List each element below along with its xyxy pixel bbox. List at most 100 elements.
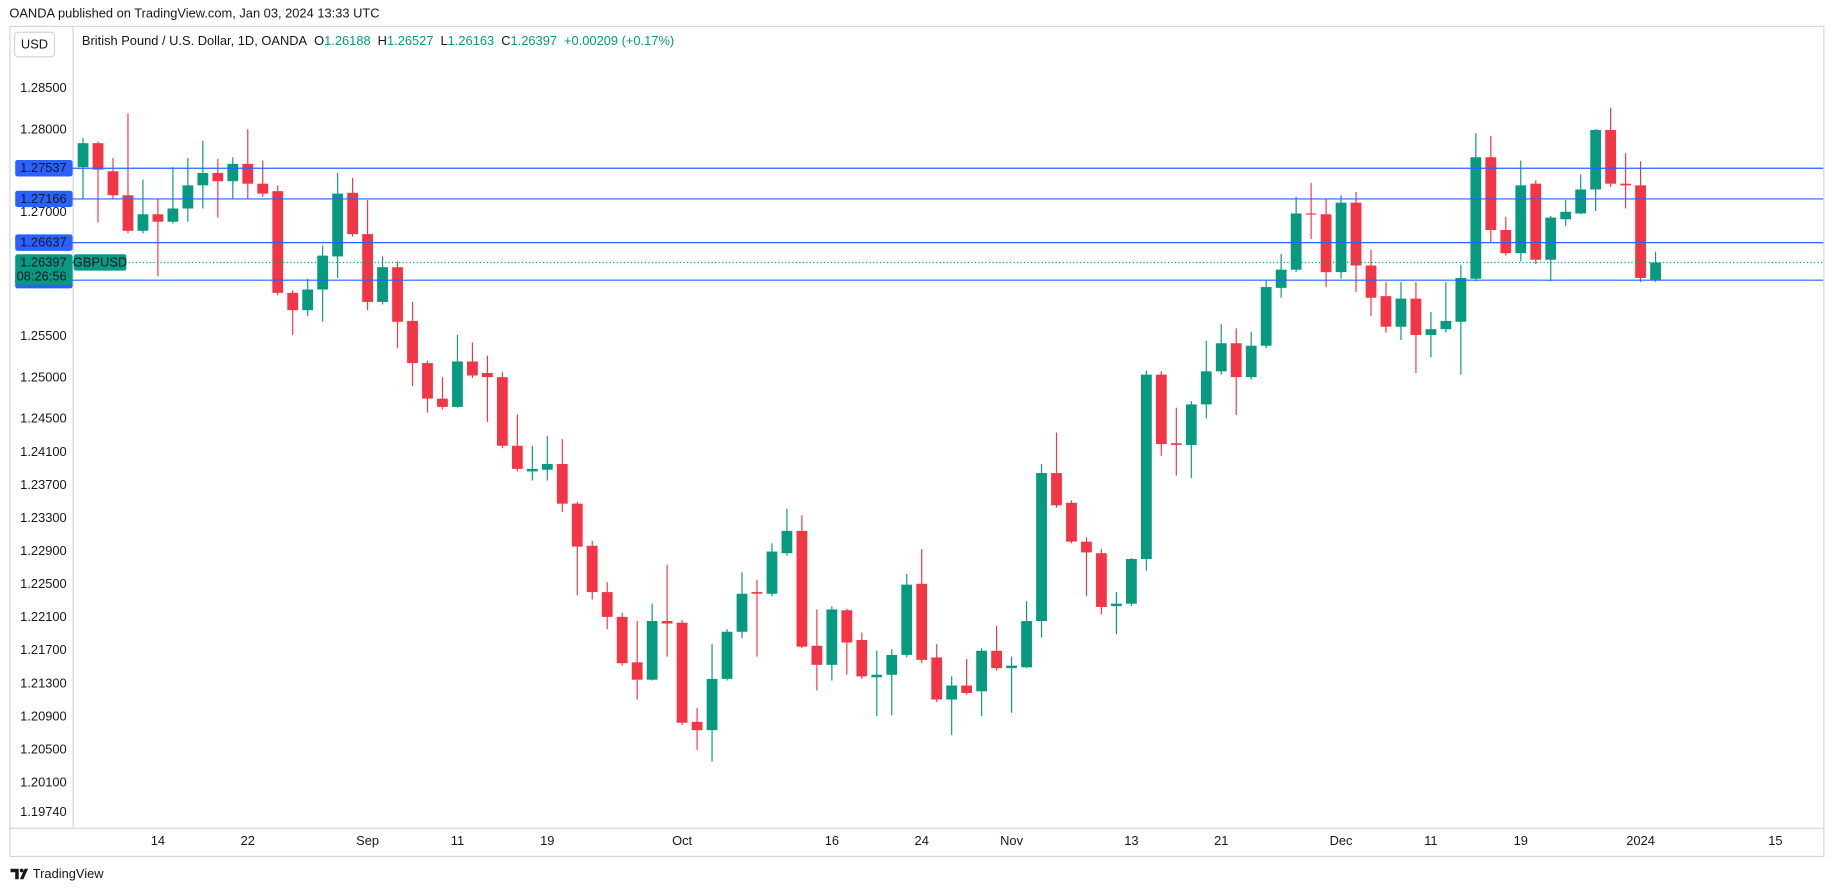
candle-body <box>482 373 493 378</box>
candle-body <box>332 193 344 257</box>
legend-key: L <box>441 34 448 49</box>
y-tick-label: 1.22900 <box>20 543 67 558</box>
y-tick-label: 1.20900 <box>20 708 67 723</box>
candle-body <box>1036 473 1047 622</box>
countdown-label: 08:26:56 <box>17 269 67 284</box>
candle-body <box>811 645 823 665</box>
plot-area: 1.28500 1.28000 1.27000 1.25500 1.25000 1.245… <box>15 80 1824 848</box>
candle-body <box>631 662 643 680</box>
candle-body <box>1530 183 1542 260</box>
candle-body <box>856 640 868 677</box>
candle-body <box>976 650 988 692</box>
level-label: 1.27166 <box>20 191 67 206</box>
x-tick-label: 16 <box>825 833 839 848</box>
candle-body <box>317 255 329 290</box>
candle-body <box>1125 559 1137 604</box>
candle-body <box>437 398 448 407</box>
published-note: OANDA published on TradingView.com, Jan … <box>9 5 379 20</box>
candle-body <box>1200 371 1212 405</box>
candle-body <box>182 185 194 209</box>
candle-body <box>1605 129 1617 184</box>
candle-body <box>556 463 568 504</box>
candle-body <box>646 621 658 680</box>
candle-body <box>586 545 598 593</box>
x-tick-label: 21 <box>1214 833 1228 848</box>
candle-body <box>1470 157 1482 279</box>
candle-body <box>1245 345 1257 378</box>
candle-body <box>1140 374 1152 560</box>
candle-body <box>92 143 104 170</box>
x-tick-label: 14 <box>151 833 165 848</box>
candle-body <box>77 143 89 168</box>
y-tick-label: 1.21300 <box>20 675 67 690</box>
candle-body <box>1096 553 1107 607</box>
candle-body <box>1485 157 1497 230</box>
candle-body <box>1590 129 1602 190</box>
candle-body <box>1560 211 1572 220</box>
x-tick-label: 24 <box>915 833 929 848</box>
level-label: 1.26637 <box>20 235 67 250</box>
candle-body <box>257 183 269 194</box>
legend-title: British Pound / U.S. Dollar, 1D, OANDA <box>82 34 308 49</box>
x-tick-label: 2024 <box>1626 833 1655 848</box>
candle-body <box>1650 262 1661 280</box>
candle-body <box>1365 265 1377 298</box>
legend-value: 1.26163 <box>448 34 495 49</box>
candle-body <box>1155 374 1167 445</box>
candle-body <box>1081 541 1092 553</box>
candle-body <box>107 171 119 196</box>
x-tick-label: Nov <box>1000 833 1023 848</box>
candle-body <box>841 610 853 643</box>
candle-body <box>571 503 583 547</box>
candle-body <box>751 592 763 594</box>
candle-body <box>242 163 254 184</box>
candle-body <box>661 621 673 624</box>
candle-body <box>1380 296 1392 327</box>
candle-body <box>1335 202 1347 273</box>
candle-body <box>467 361 478 376</box>
y-tick-label: 1.25000 <box>20 369 67 384</box>
y-tick-label: 1.28000 <box>20 121 67 136</box>
brand-name: TradingView <box>33 866 104 881</box>
candle-body <box>287 292 299 311</box>
candle-body <box>721 631 733 679</box>
candle-body <box>1230 343 1242 378</box>
legend-value: 1.26397 <box>511 34 558 49</box>
y-tick-label: 1.23700 <box>20 477 67 492</box>
candle-body <box>1440 320 1452 330</box>
y-tick-label: 1.25500 <box>20 328 67 343</box>
candle-body <box>1185 404 1197 445</box>
candle-body <box>1021 621 1032 668</box>
candle-body <box>1275 269 1287 288</box>
brand-logo <box>10 868 29 880</box>
x-tick-label: Sep <box>356 833 379 848</box>
y-tick-label: 1.24500 <box>20 411 67 426</box>
y-tick-label: 1.23300 <box>20 510 67 525</box>
candle-body <box>526 468 538 472</box>
candle-body <box>946 685 958 700</box>
y-tick-label: 1.27000 <box>20 204 67 219</box>
legend-key: C <box>501 34 510 49</box>
candle-body <box>826 609 838 665</box>
candle-body <box>541 463 553 470</box>
candle-body <box>452 361 463 407</box>
candle-body <box>781 530 793 554</box>
y-tick-label: 1.22100 <box>20 609 67 624</box>
currency-button[interactable] <box>14 31 56 58</box>
level-label: 1.27537 <box>20 160 67 175</box>
x-tick-label: 19 <box>540 833 554 848</box>
candle-body <box>1425 329 1437 335</box>
candle-body <box>1635 185 1646 278</box>
candle-body <box>1290 213 1302 270</box>
candle-body <box>1455 277 1467 322</box>
x-tick-label: 15 <box>1768 833 1782 848</box>
candle-body <box>1500 229 1512 254</box>
candle-body <box>991 650 1002 669</box>
candle-body <box>511 445 523 469</box>
candle-body <box>422 363 433 399</box>
candle-body <box>736 593 748 632</box>
x-tick-label: 11 <box>1424 833 1437 848</box>
level-label-box <box>15 234 73 251</box>
y-tick-label: 1.22500 <box>20 576 67 591</box>
